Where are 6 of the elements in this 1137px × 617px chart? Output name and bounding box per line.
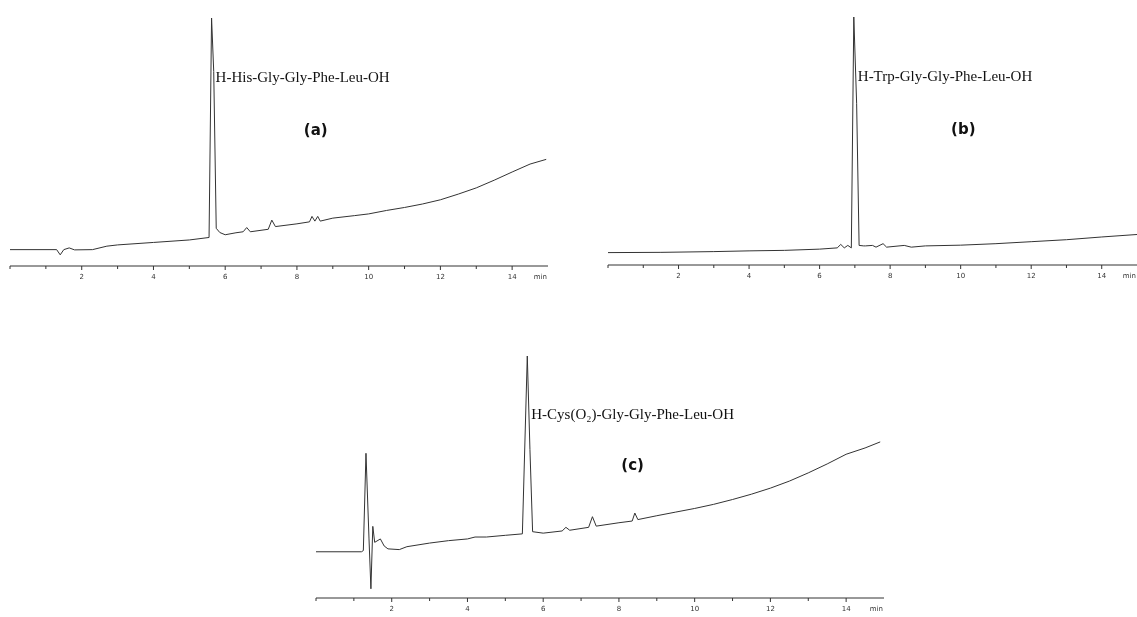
annotation: (b)	[951, 119, 976, 138]
annotation: (a)	[303, 120, 328, 139]
text: H-Trp-Gly-Gly-Phe-Leu-OH	[857, 68, 1033, 85]
text: H-His-Gly-Gly-Phe-Leu-OH	[215, 69, 390, 86]
annotation: (c)	[621, 455, 644, 474]
text: H-Cys(O₂)-Gly-Gly-Phe-Leu-OH	[531, 405, 735, 423]
